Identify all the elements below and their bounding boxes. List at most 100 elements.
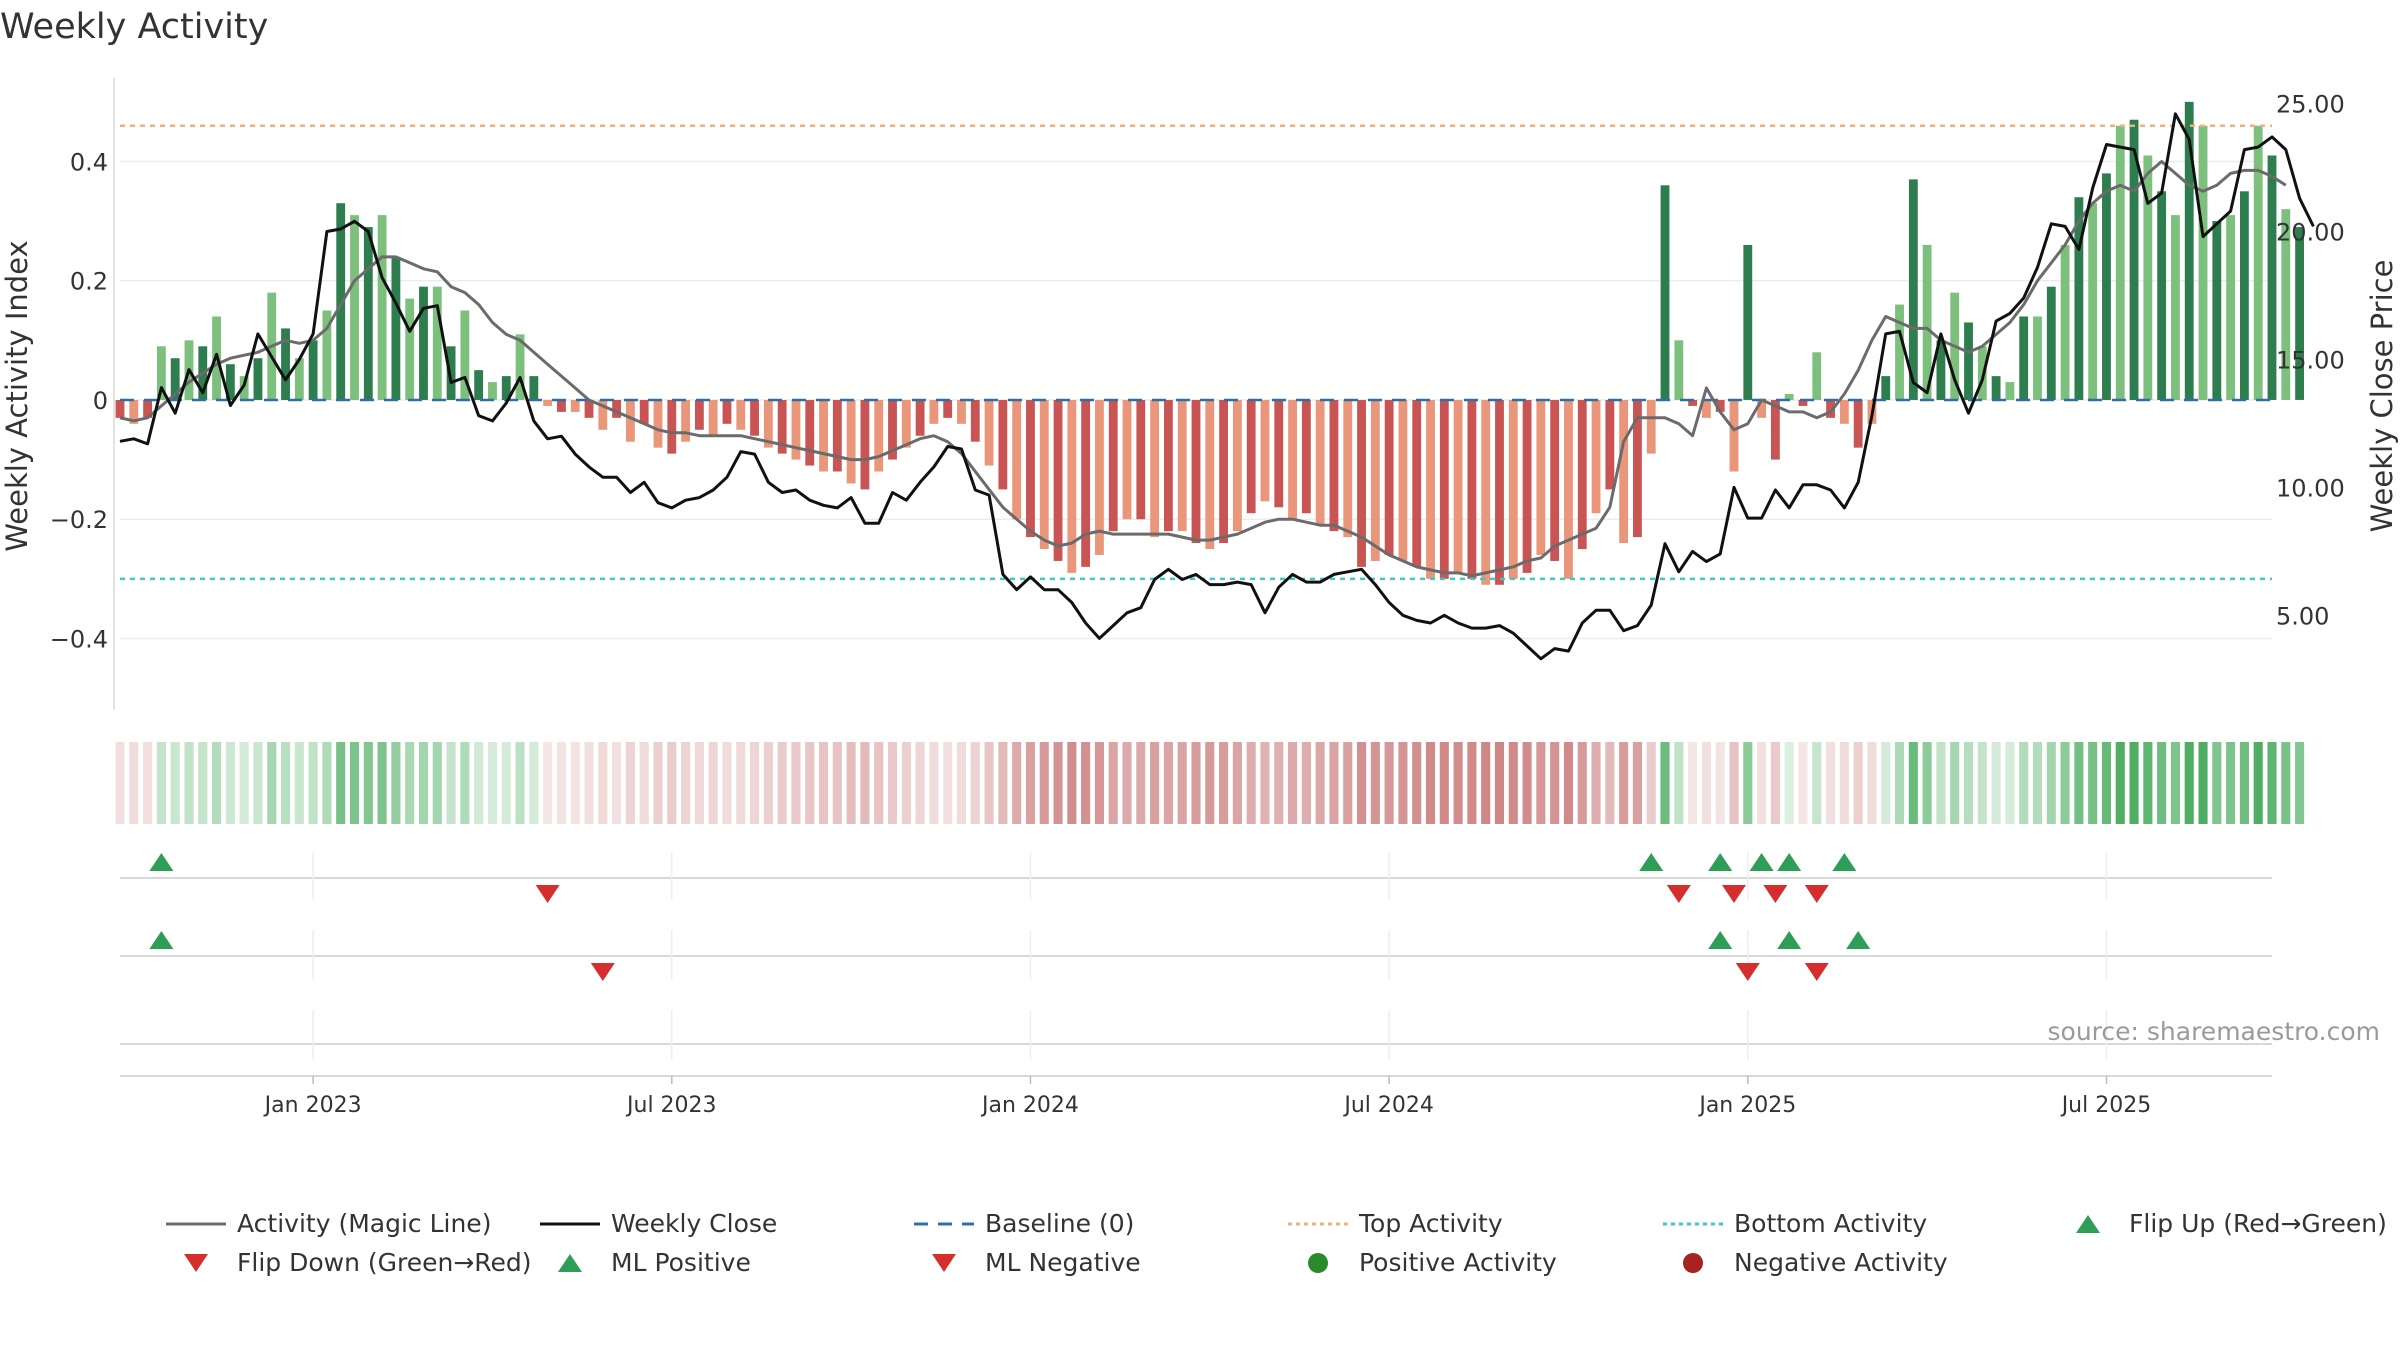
heat-cell (1660, 742, 1670, 824)
flip-up-marker (1708, 853, 1733, 871)
heat-cell (929, 742, 939, 824)
heat-cell (1150, 742, 1160, 824)
activity-bar (2281, 209, 2291, 400)
magic-line (119, 160, 2287, 578)
activity-bar (1715, 399, 1725, 412)
heat-cell (2101, 742, 2112, 824)
activity-bar (391, 256, 401, 400)
heat-cell (1329, 742, 1339, 824)
heat-cell (1619, 742, 1629, 824)
legend-label: Positive Activity (1359, 1248, 1557, 1277)
heat-cell (791, 742, 801, 824)
flip-down-marker (1763, 885, 1788, 903)
heat-cell (1867, 742, 1877, 824)
heat-cell (515, 742, 525, 824)
heat-cell (308, 742, 318, 824)
activity-bar (1522, 399, 1532, 573)
activity-bar (722, 399, 732, 424)
heat-cell (1315, 742, 1325, 824)
heat-cell (722, 742, 732, 824)
heat-cell (1977, 742, 1987, 824)
activity-bar (225, 364, 235, 400)
heat-cell (777, 742, 787, 824)
legend-label: Activity (Magic Line) (237, 1209, 491, 1238)
activity-bar (2143, 155, 2153, 400)
heat-cell (267, 742, 277, 824)
heat-cell (1108, 742, 1118, 824)
heat-cell (1798, 742, 1808, 824)
activity-bar (943, 399, 953, 418)
heat-cell (2088, 742, 2098, 824)
activity-bar (1922, 244, 1932, 400)
activity-bar (156, 346, 166, 400)
heat-cell (1094, 742, 1104, 824)
heat-cell (460, 742, 470, 824)
activity-bar (681, 399, 691, 442)
activity-bar (819, 399, 828, 472)
activity-bar (322, 310, 332, 400)
activity-bar (1495, 399, 1504, 585)
heat-cell (818, 742, 829, 824)
legend-item: Weekly Close (540, 1209, 777, 1238)
activity-bar (612, 399, 622, 418)
heat-cell (1356, 742, 1367, 824)
heat-cell (2281, 742, 2291, 824)
activity-bar (1357, 399, 1366, 567)
activity-bar (2074, 197, 2084, 400)
activity-heat-strip (115, 742, 2305, 824)
heat-cell (1936, 742, 1946, 824)
activity-bar (1177, 399, 1187, 532)
heat-cell (1550, 742, 1560, 824)
heat-cell (1894, 742, 1905, 824)
heat-cell (156, 742, 166, 824)
activity-bar (970, 399, 980, 442)
heat-cell (1301, 742, 1311, 824)
activity-bar (1053, 399, 1063, 561)
heat-cell (1398, 742, 1408, 824)
activity-bar (1605, 399, 1615, 490)
legend-triangle-up-icon (558, 1254, 582, 1272)
activity-bar (777, 399, 787, 454)
heat-cell (474, 742, 484, 824)
heat-cell (2239, 742, 2249, 824)
activity-bar (1191, 399, 1201, 544)
ml-negative-marker (1804, 963, 1829, 981)
heat-cell (2032, 742, 2043, 824)
legend-label: Flip Down (Green→Red) (237, 1248, 532, 1277)
heat-cell (1563, 742, 1574, 824)
x-tick-label: Jan 2025 (1697, 1093, 1796, 1118)
activity-bar (1012, 399, 1022, 520)
activity-bar (1081, 399, 1091, 567)
signal-markers (149, 853, 1871, 981)
heat-cell (129, 742, 139, 824)
activity-bar (570, 399, 580, 412)
heat-cell (1826, 742, 1836, 824)
heat-cell (2157, 742, 2167, 824)
signal-panels (120, 852, 2272, 1077)
legend-item: Flip Down (Green→Red) (184, 1248, 532, 1277)
heat-cell (832, 742, 842, 824)
activity-bar (501, 376, 511, 400)
x-tick-label: Jan 2024 (980, 1093, 1079, 1118)
activity-bar (1550, 399, 1560, 561)
activity-bar (1260, 399, 1270, 502)
legend-item: Top Activity (1288, 1209, 1503, 1238)
legend-item: ML Positive (558, 1248, 751, 1277)
activity-bar (1288, 399, 1297, 520)
activity-bar (432, 286, 442, 400)
activity-bar (1384, 399, 1394, 555)
activity-bar (2212, 221, 2222, 400)
flip-down-marker (535, 885, 560, 903)
activity-bar (1577, 399, 1587, 550)
activity-bar (2033, 316, 2042, 400)
y2-axis-ticks: 25.00 20.00 15.00 10.00 5.00 (2276, 91, 2345, 631)
activity-bar (2253, 125, 2263, 400)
heat-cell (2253, 742, 2263, 824)
heat-cell (115, 742, 125, 824)
activity-bar (1039, 399, 1049, 550)
activity-bar (1701, 399, 1711, 418)
heat-cell (984, 742, 994, 824)
heat-cell (1163, 742, 1173, 824)
heat-cell (184, 742, 194, 824)
series-lines (119, 112, 2315, 661)
